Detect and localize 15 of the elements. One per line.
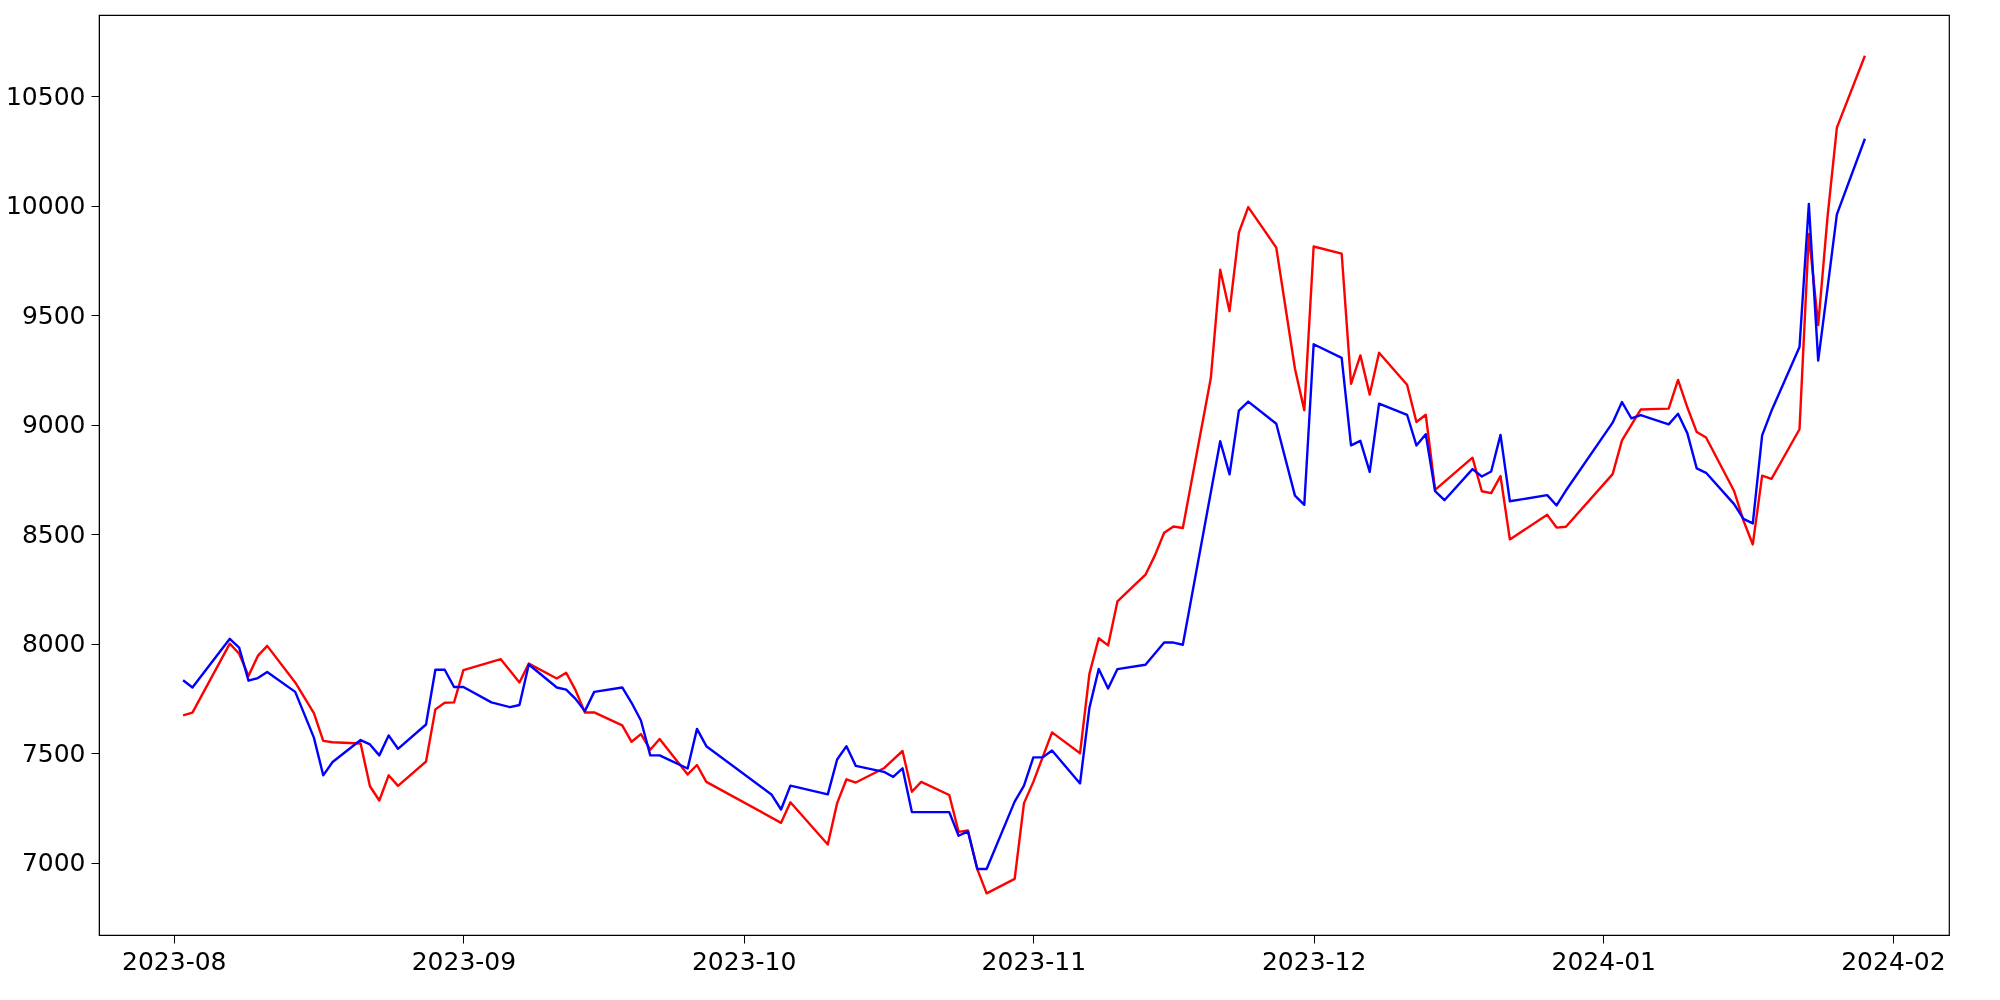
x-tick-label: 2023-12: [1261, 946, 1367, 976]
y-tick-label: 9000: [21, 410, 86, 440]
x-tick-label: 2024-02: [1841, 946, 1946, 976]
y-tick-label: 10000: [5, 191, 86, 221]
y-tick-label: 8500: [21, 519, 86, 549]
x-tick-label: 2023-11: [981, 946, 1087, 976]
x-tick-label: 2023-08: [122, 946, 227, 976]
y-tick-label: 10500: [5, 81, 86, 111]
y-tick-label: 9500: [21, 300, 86, 330]
y-tick-label: 7000: [21, 848, 86, 878]
x-tick-label: 2023-09: [411, 946, 517, 976]
y-tick-label: 7500: [21, 738, 86, 768]
x-tick-label: 2024-01: [1551, 946, 1657, 976]
x-tick-label: 2023-10: [691, 946, 797, 976]
y-tick-label: 8000: [21, 629, 86, 659]
